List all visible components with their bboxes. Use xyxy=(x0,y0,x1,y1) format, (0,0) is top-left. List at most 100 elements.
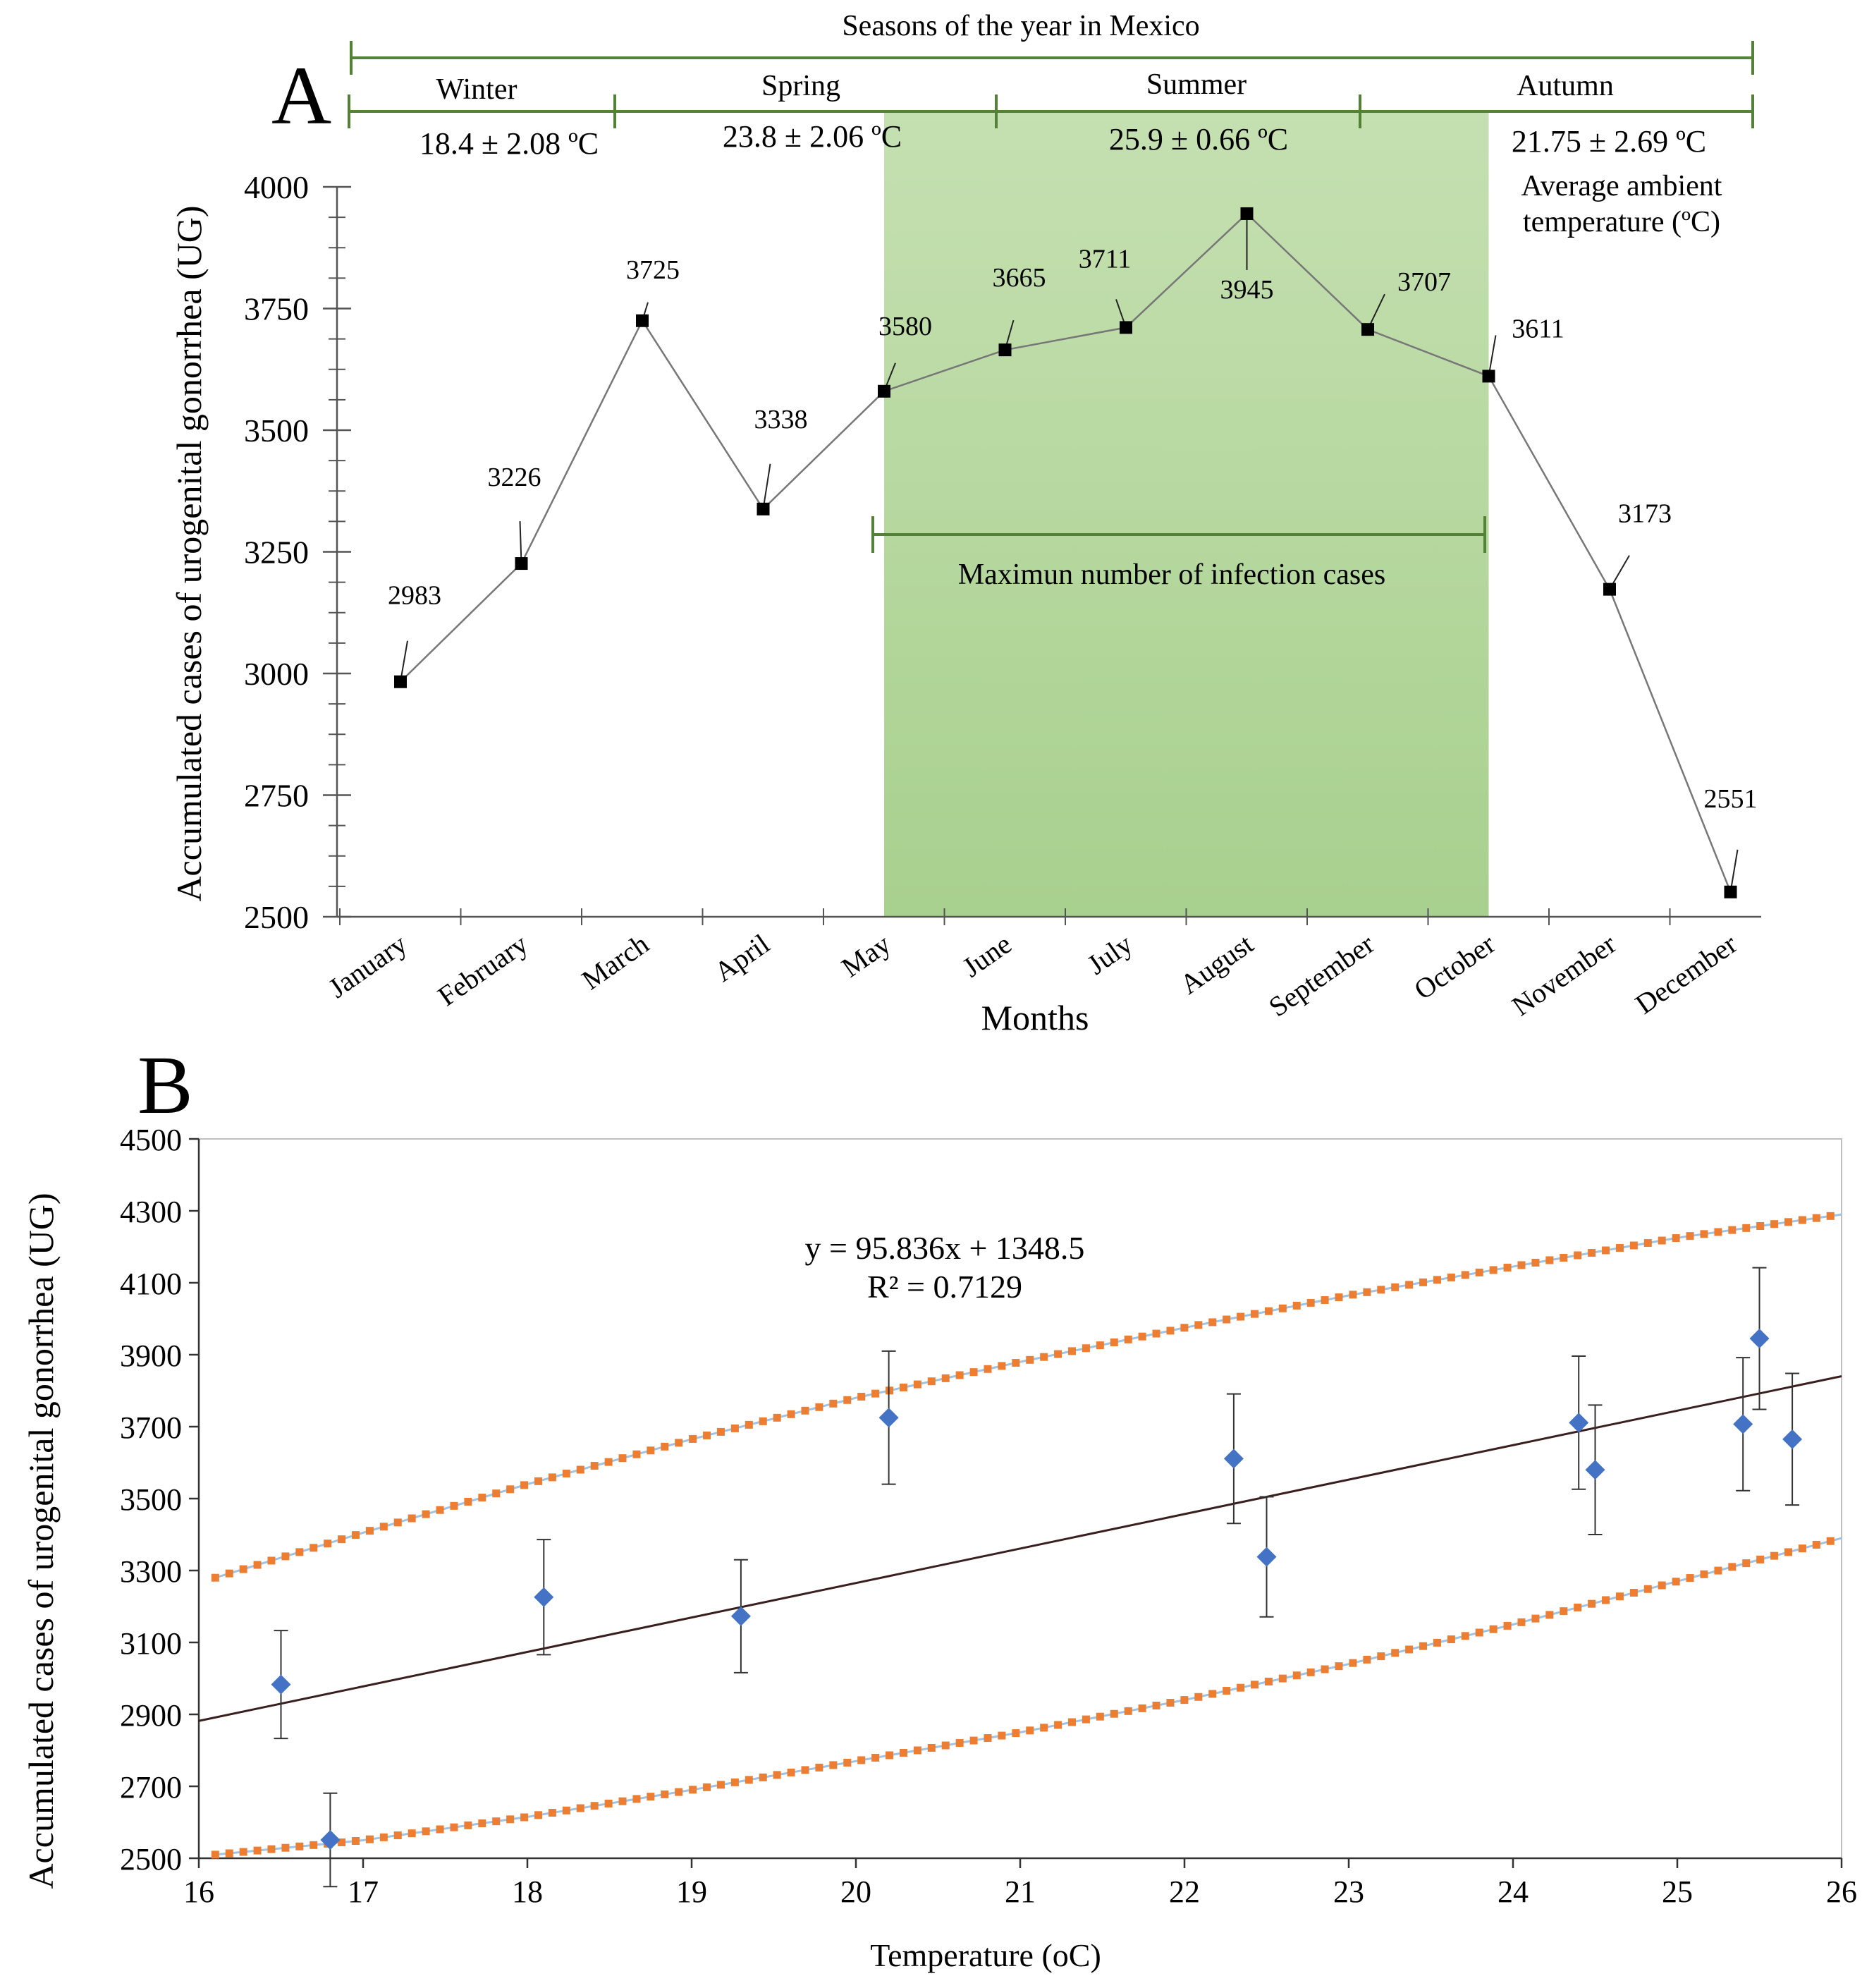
x-tick-label: 16 xyxy=(183,1874,214,1909)
lower-band-marker xyxy=(548,1809,556,1817)
lower-band-marker xyxy=(1110,1709,1118,1718)
upper-band-marker xyxy=(1026,1355,1034,1364)
upper-band-marker xyxy=(295,1548,304,1556)
data-point-marker xyxy=(730,1606,751,1626)
upper-band-marker xyxy=(1461,1271,1469,1279)
data-label: 3580 xyxy=(878,312,932,341)
lower-band-marker xyxy=(1629,1588,1638,1597)
lower-band-marker xyxy=(1377,1652,1385,1661)
upper-band-marker xyxy=(548,1473,556,1482)
y-tick-label: 2500 xyxy=(244,899,309,935)
x-tick-label: 23 xyxy=(1333,1874,1364,1909)
lower-band-marker xyxy=(1321,1665,1329,1673)
lower-band-marker xyxy=(815,1763,823,1771)
y-tick-label: 2500 xyxy=(120,1842,182,1877)
lower-band-marker xyxy=(492,1817,501,1826)
season-temp-winter: 18.4 ± 2.08 ºC xyxy=(419,126,599,161)
data-point-marker xyxy=(320,1829,341,1850)
lower-band-marker xyxy=(1335,1662,1343,1671)
lower-band-marker xyxy=(590,1802,599,1810)
y-tick-label: 3900 xyxy=(120,1338,182,1373)
upper-band-marker xyxy=(1349,1291,1357,1299)
upper-band-marker xyxy=(1321,1296,1329,1305)
lower-band-marker xyxy=(338,1838,346,1846)
lower-band-marker xyxy=(1770,1551,1779,1560)
season-temp-autumn: 21.75 ± 2.69 ºC xyxy=(1512,124,1706,159)
y-tick-label: 3250 xyxy=(244,535,309,571)
upper-band-marker xyxy=(1643,1239,1652,1248)
upper-band-marker xyxy=(1208,1318,1217,1327)
lower-band-marker xyxy=(1658,1581,1666,1590)
lower-band-marker xyxy=(1278,1674,1287,1683)
upper-band-marker xyxy=(829,1399,838,1408)
lower-band-marker xyxy=(506,1815,515,1824)
lower-band-marker xyxy=(604,1799,613,1807)
trendline-line xyxy=(198,1375,1842,1722)
upper-band-marker xyxy=(239,1565,247,1573)
lower-band-marker xyxy=(1208,1690,1217,1698)
x-tick-label: February xyxy=(432,928,534,1013)
upper-band-marker xyxy=(1194,1321,1203,1329)
lower-band-marker xyxy=(1700,1570,1708,1578)
x-tick-label: December xyxy=(1629,928,1742,1020)
lower-band-marker xyxy=(1503,1621,1512,1630)
prediction-bands xyxy=(211,1212,1842,1859)
upper-band-marker xyxy=(1180,1324,1189,1332)
upper-band-marker xyxy=(1012,1359,1020,1367)
panel-b-axes: 2500 2700 2900 3100 3300 3500 3700 3900 4100 4300… xyxy=(120,1123,1857,1909)
lower-band-marker xyxy=(352,1837,360,1846)
data-label: 3173 xyxy=(1618,499,1672,529)
x-tick-label: March xyxy=(576,928,654,996)
upper-band-marker xyxy=(464,1497,472,1506)
upper-band-marker xyxy=(913,1380,921,1389)
lower-band-marker xyxy=(886,1751,894,1760)
regression-equation: y = 95.836x + 1348.5 xyxy=(805,1230,1085,1266)
lower-band-marker xyxy=(675,1788,683,1796)
data-point-marker xyxy=(1361,323,1374,336)
season-labels: Winter 18.4 ± 2.08 ºC Spring 23.8 ± 2.06 ºC… xyxy=(419,68,1706,161)
upper-band-marker xyxy=(871,1389,880,1398)
lower-band-marker xyxy=(520,1813,529,1822)
upper-band-marker xyxy=(1433,1276,1441,1284)
lower-band-marker xyxy=(1026,1726,1034,1735)
lower-band-marker xyxy=(1756,1555,1765,1563)
lower-band-marker xyxy=(618,1797,627,1805)
lower-band-marker xyxy=(1250,1681,1258,1689)
lower-band-marker xyxy=(450,1823,458,1831)
lower-band-marker xyxy=(1068,1718,1077,1726)
season-temp-spring: 23.8 ± 2.06 ºC xyxy=(723,119,902,154)
y-tick-label: 3500 xyxy=(120,1482,182,1517)
seasons-title: Seasons of the year in Mexico xyxy=(842,10,1199,42)
lower-band-marker xyxy=(422,1827,430,1836)
data-label-leader xyxy=(1729,849,1739,892)
data-point-marker xyxy=(1585,1460,1605,1480)
lower-band-marker xyxy=(703,1783,711,1791)
data-label: 3338 xyxy=(754,405,808,434)
data-point-marker xyxy=(1724,885,1737,898)
lower-band-marker xyxy=(927,1744,936,1752)
series-line xyxy=(400,212,1732,893)
upper-band-marker xyxy=(857,1393,866,1401)
lower-band-marker xyxy=(281,1843,290,1852)
lower-band-marker xyxy=(436,1825,444,1834)
lower-band-marker xyxy=(1363,1655,1371,1664)
upper-band-marker xyxy=(1237,1312,1245,1321)
upper-band-marker xyxy=(941,1374,950,1382)
upper-band-marker xyxy=(647,1446,655,1455)
upper-band-line xyxy=(214,1213,1842,1579)
lower-band-marker xyxy=(955,1739,964,1748)
panel-a-y-axis-title: Accumulated cases of urogenital gonorrhe… xyxy=(169,205,209,901)
upper-band-marker xyxy=(450,1501,458,1510)
lower-band-marker xyxy=(1672,1578,1680,1586)
upper-band-marker xyxy=(969,1368,978,1377)
upper-band-marker xyxy=(745,1420,753,1429)
panel-b-x-axis-title: Temperature (oC) xyxy=(870,1937,1101,1973)
upper-band-marker xyxy=(1770,1220,1779,1228)
lower-band-marker xyxy=(1615,1592,1624,1601)
data-label: 2983 xyxy=(388,581,441,611)
upper-band-marker xyxy=(716,1427,725,1436)
upper-band-marker xyxy=(927,1377,936,1386)
y-tick-label: 3700 xyxy=(120,1410,182,1445)
upper-band-marker xyxy=(689,1434,697,1443)
upper-band-marker xyxy=(1742,1224,1751,1232)
